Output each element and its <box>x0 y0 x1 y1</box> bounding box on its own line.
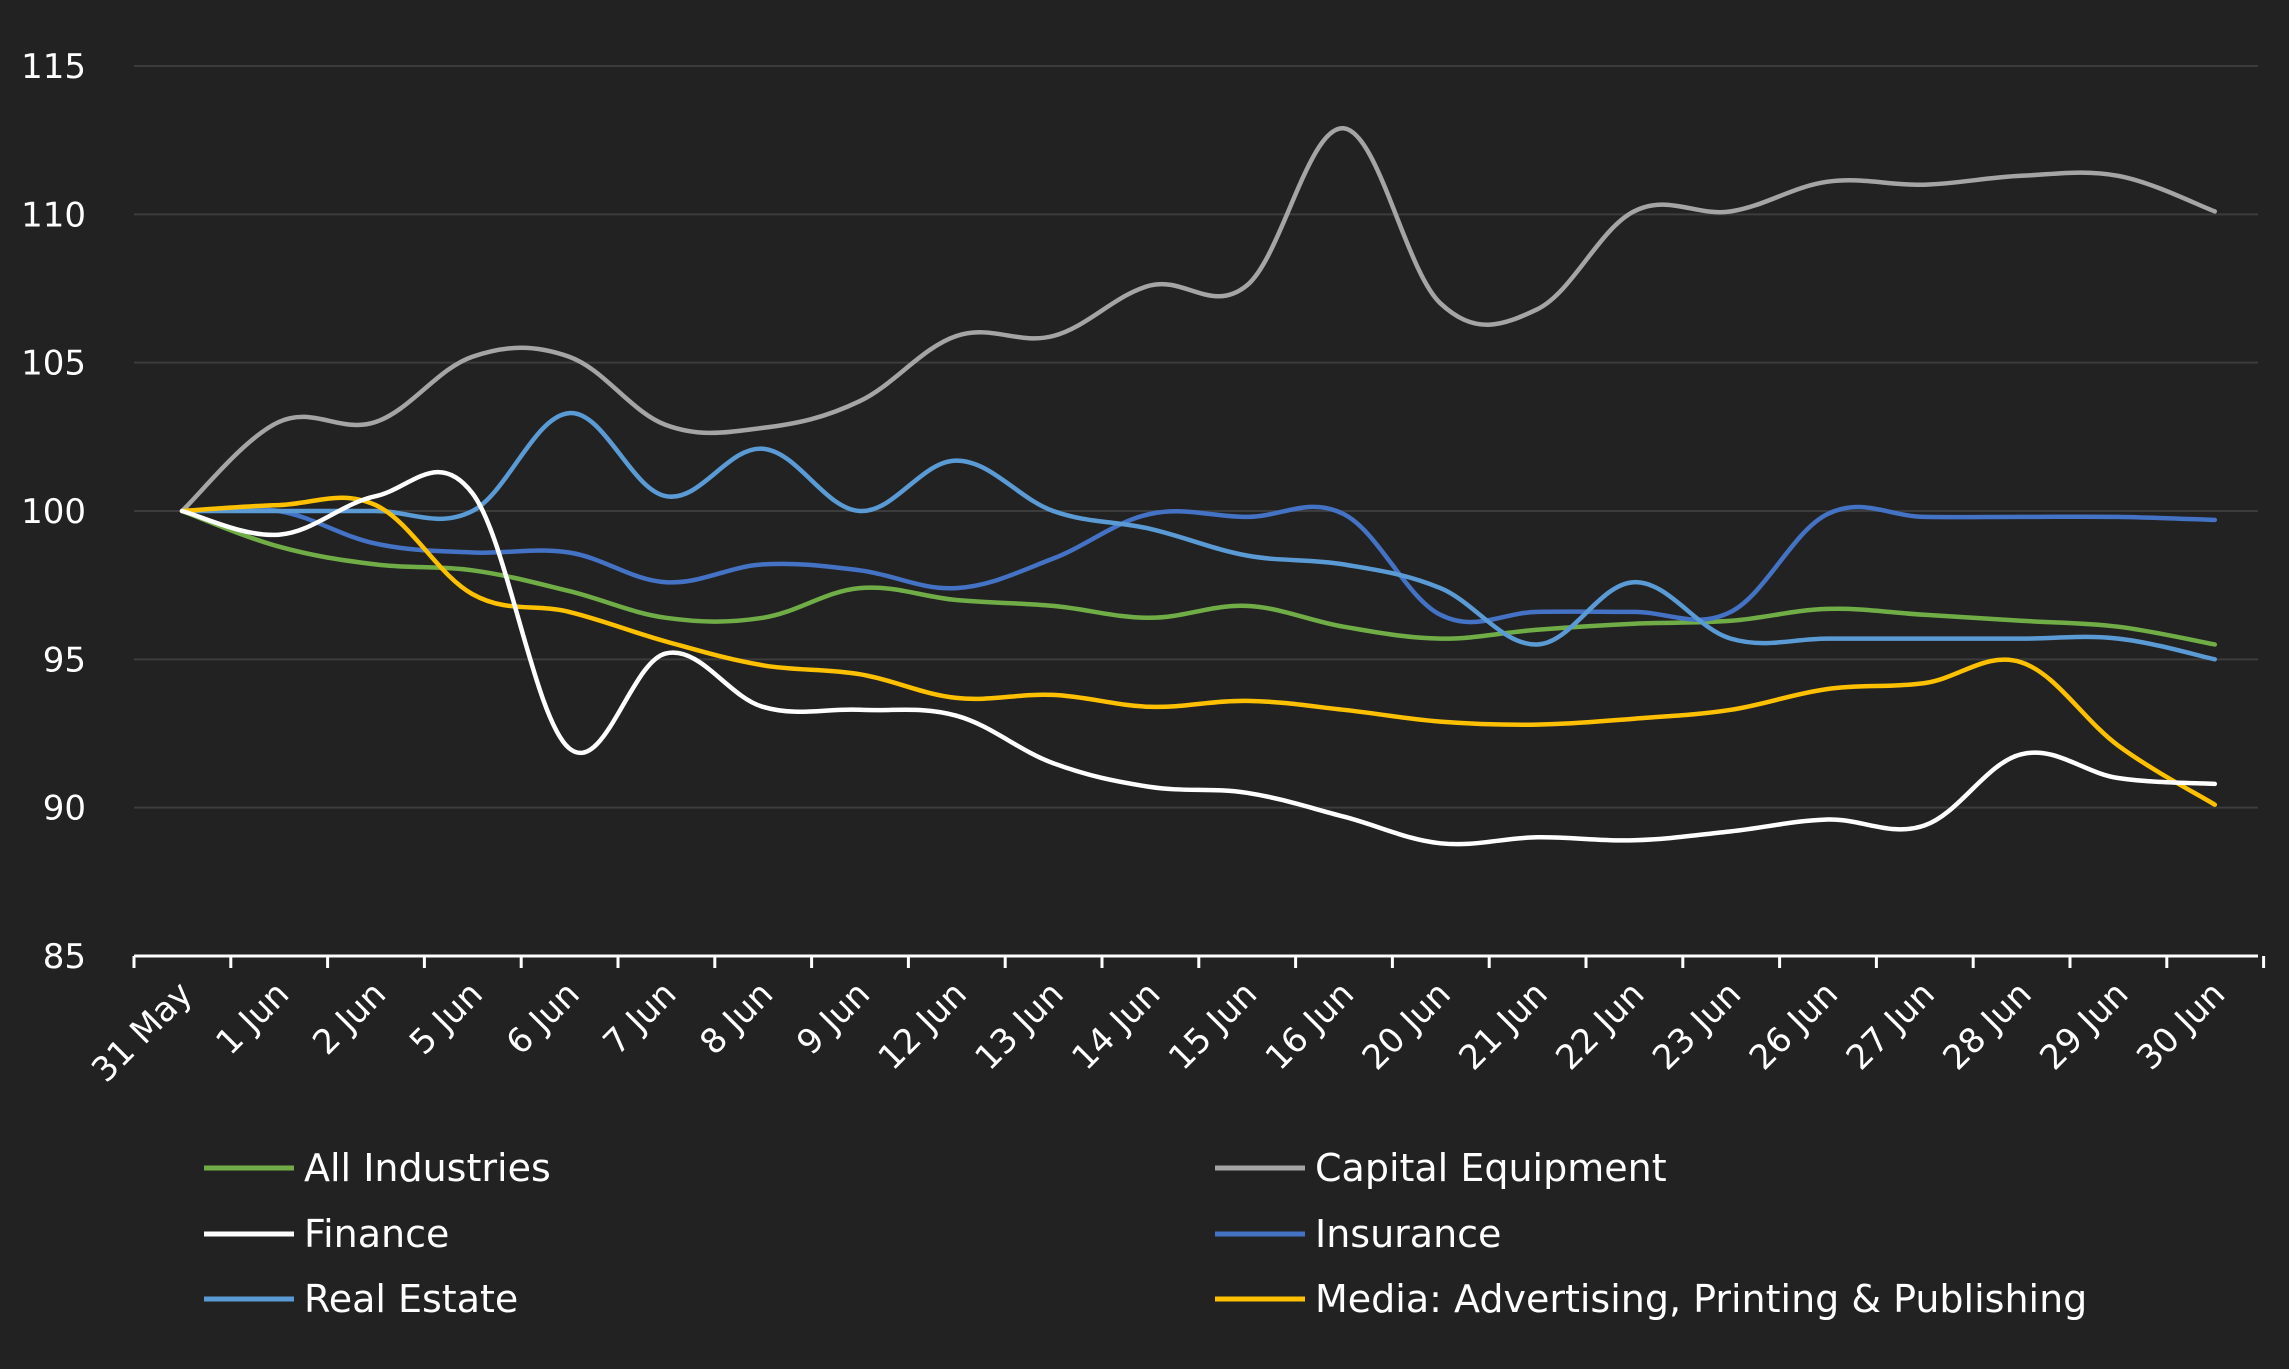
legend-label: Finance <box>304 1212 449 1256</box>
series-line-finance <box>179 469 2218 847</box>
legend-label: Media: Advertising, Printing & Publishin… <box>1315 1277 2087 1321</box>
series-line-insurance <box>179 504 2218 625</box>
y-tick-label: 95 <box>43 640 86 680</box>
y-axis-tick-labels: 85 90 95 100 105 110 115 <box>21 47 86 977</box>
y-tick-label: 115 <box>21 47 86 87</box>
y-tick-label: 90 <box>43 789 86 829</box>
y-tick-label: 105 <box>21 344 86 384</box>
legend-item-media-advertising-printing-publishing: Media: Advertising, Printing & Publishin… <box>1215 1277 2087 1321</box>
legend-label: All Industries <box>304 1146 551 1190</box>
y-tick-label: 85 <box>43 937 86 977</box>
series-lines <box>179 126 2218 847</box>
series-line-media-advertising-printing-publishing <box>179 495 2218 807</box>
y-tick-label: 100 <box>21 492 86 532</box>
x-axis <box>132 954 2266 968</box>
y-tick-label: 110 <box>21 195 86 235</box>
legend-label: Capital Equipment <box>1315 1146 1667 1190</box>
series-line-real-estate <box>179 410 2218 662</box>
legend-item-all-industries: All Industries <box>204 1146 551 1190</box>
legend-item-insurance: Insurance <box>1215 1212 1501 1256</box>
legend-label: Insurance <box>1315 1212 1501 1256</box>
series-line-all-industries <box>179 508 2218 647</box>
legend-label: Real Estate <box>304 1277 518 1321</box>
legend-item-finance: Finance <box>204 1212 449 1256</box>
legend: All Industries Capital Equipment Finance In… <box>204 1146 2087 1321</box>
legend-item-real-estate: Real Estate <box>204 1277 518 1321</box>
legend-item-capital-equipment: Capital Equipment <box>1215 1146 1667 1190</box>
series-line-capital-equipment <box>179 126 2218 514</box>
